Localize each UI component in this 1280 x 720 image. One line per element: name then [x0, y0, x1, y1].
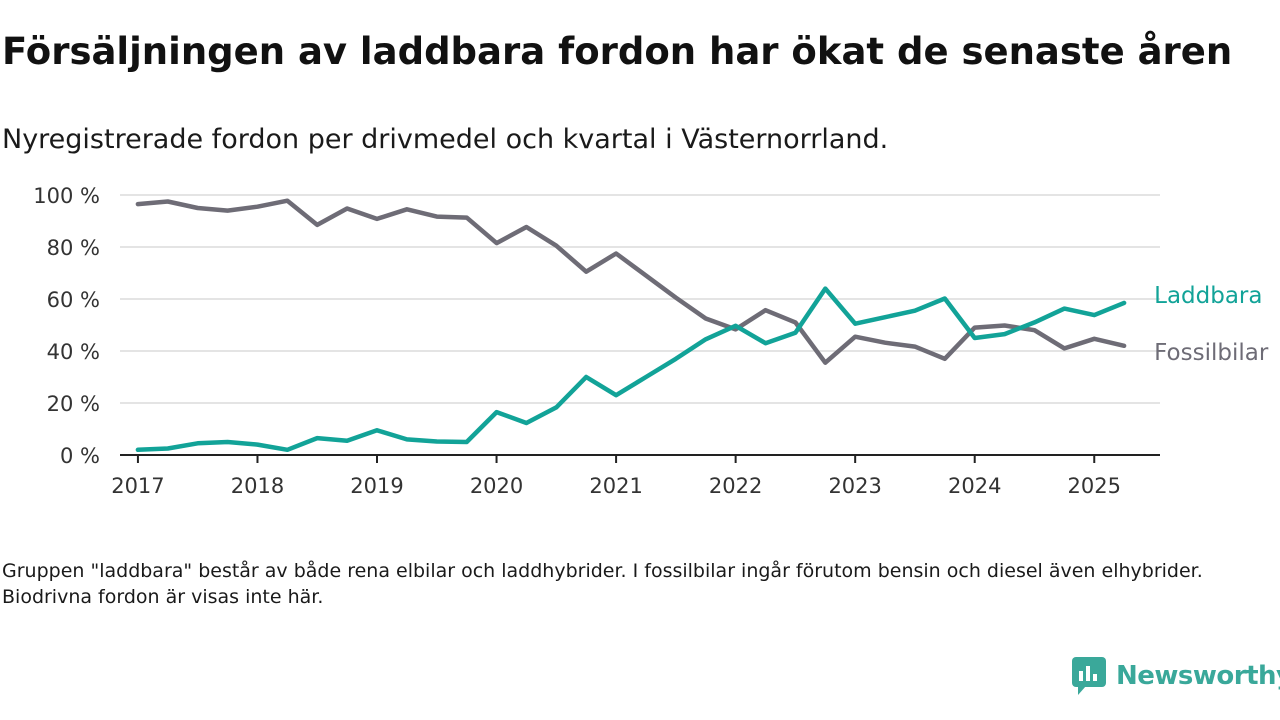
- y-tick-label: 100 %: [33, 184, 100, 208]
- x-tick-label: 2021: [589, 474, 642, 498]
- grid-lines: [120, 194, 1160, 404]
- y-tick-label: 80 %: [47, 236, 100, 260]
- page-title: Försäljningen av laddbara fordon har öka…: [2, 30, 1233, 73]
- x-tick-label: 2023: [828, 474, 881, 498]
- y-tick-label: 40 %: [47, 340, 100, 364]
- x-tick-label: 2019: [350, 474, 403, 498]
- brand-logo: Newsworthy: [1072, 656, 1280, 696]
- series-lines: [135, 198, 1127, 453]
- line-chart: 2017 2018 2019 2020 2021 2022 2023 2024 2025 0 %…: [33, 184, 1269, 498]
- brand-name: Newsworthy: [1116, 661, 1280, 691]
- x-axis: 2017 2018 2019 2020 2021 2022 2023 2024 2025: [111, 454, 1160, 498]
- y-tick-label: 60 %: [47, 288, 100, 312]
- y-tick-label: 20 %: [47, 392, 100, 416]
- series-label-fossilbilar: Fossilbilar: [1154, 340, 1269, 366]
- y-axis-tick-labels: 0 % 20 % 40 % 60 % 80 % 100 %: [33, 184, 100, 468]
- x-tick-label: 2024: [948, 474, 1001, 498]
- y-tick-label: 0 %: [60, 444, 100, 468]
- x-tick-label: 2017: [111, 474, 164, 498]
- footnote: Gruppen "laddbara" består av både rena e…: [2, 560, 1203, 608]
- newsworthy-logo-icon: [1072, 657, 1106, 695]
- x-tick-label: 2025: [1068, 474, 1121, 498]
- x-tick-label: 2018: [231, 474, 284, 498]
- series-line-laddbara: [135, 286, 1127, 453]
- series-end-labels: Fossilbilar Laddbara: [1154, 283, 1269, 366]
- series-line-fossilbilar: [135, 198, 1127, 365]
- x-tick-label: 2020: [470, 474, 523, 498]
- page-subtitle: Nyregistrerade fordon per drivmedel och …: [2, 124, 889, 155]
- x-tick-label: 2022: [709, 474, 762, 498]
- series-label-laddbara: Laddbara: [1154, 283, 1262, 309]
